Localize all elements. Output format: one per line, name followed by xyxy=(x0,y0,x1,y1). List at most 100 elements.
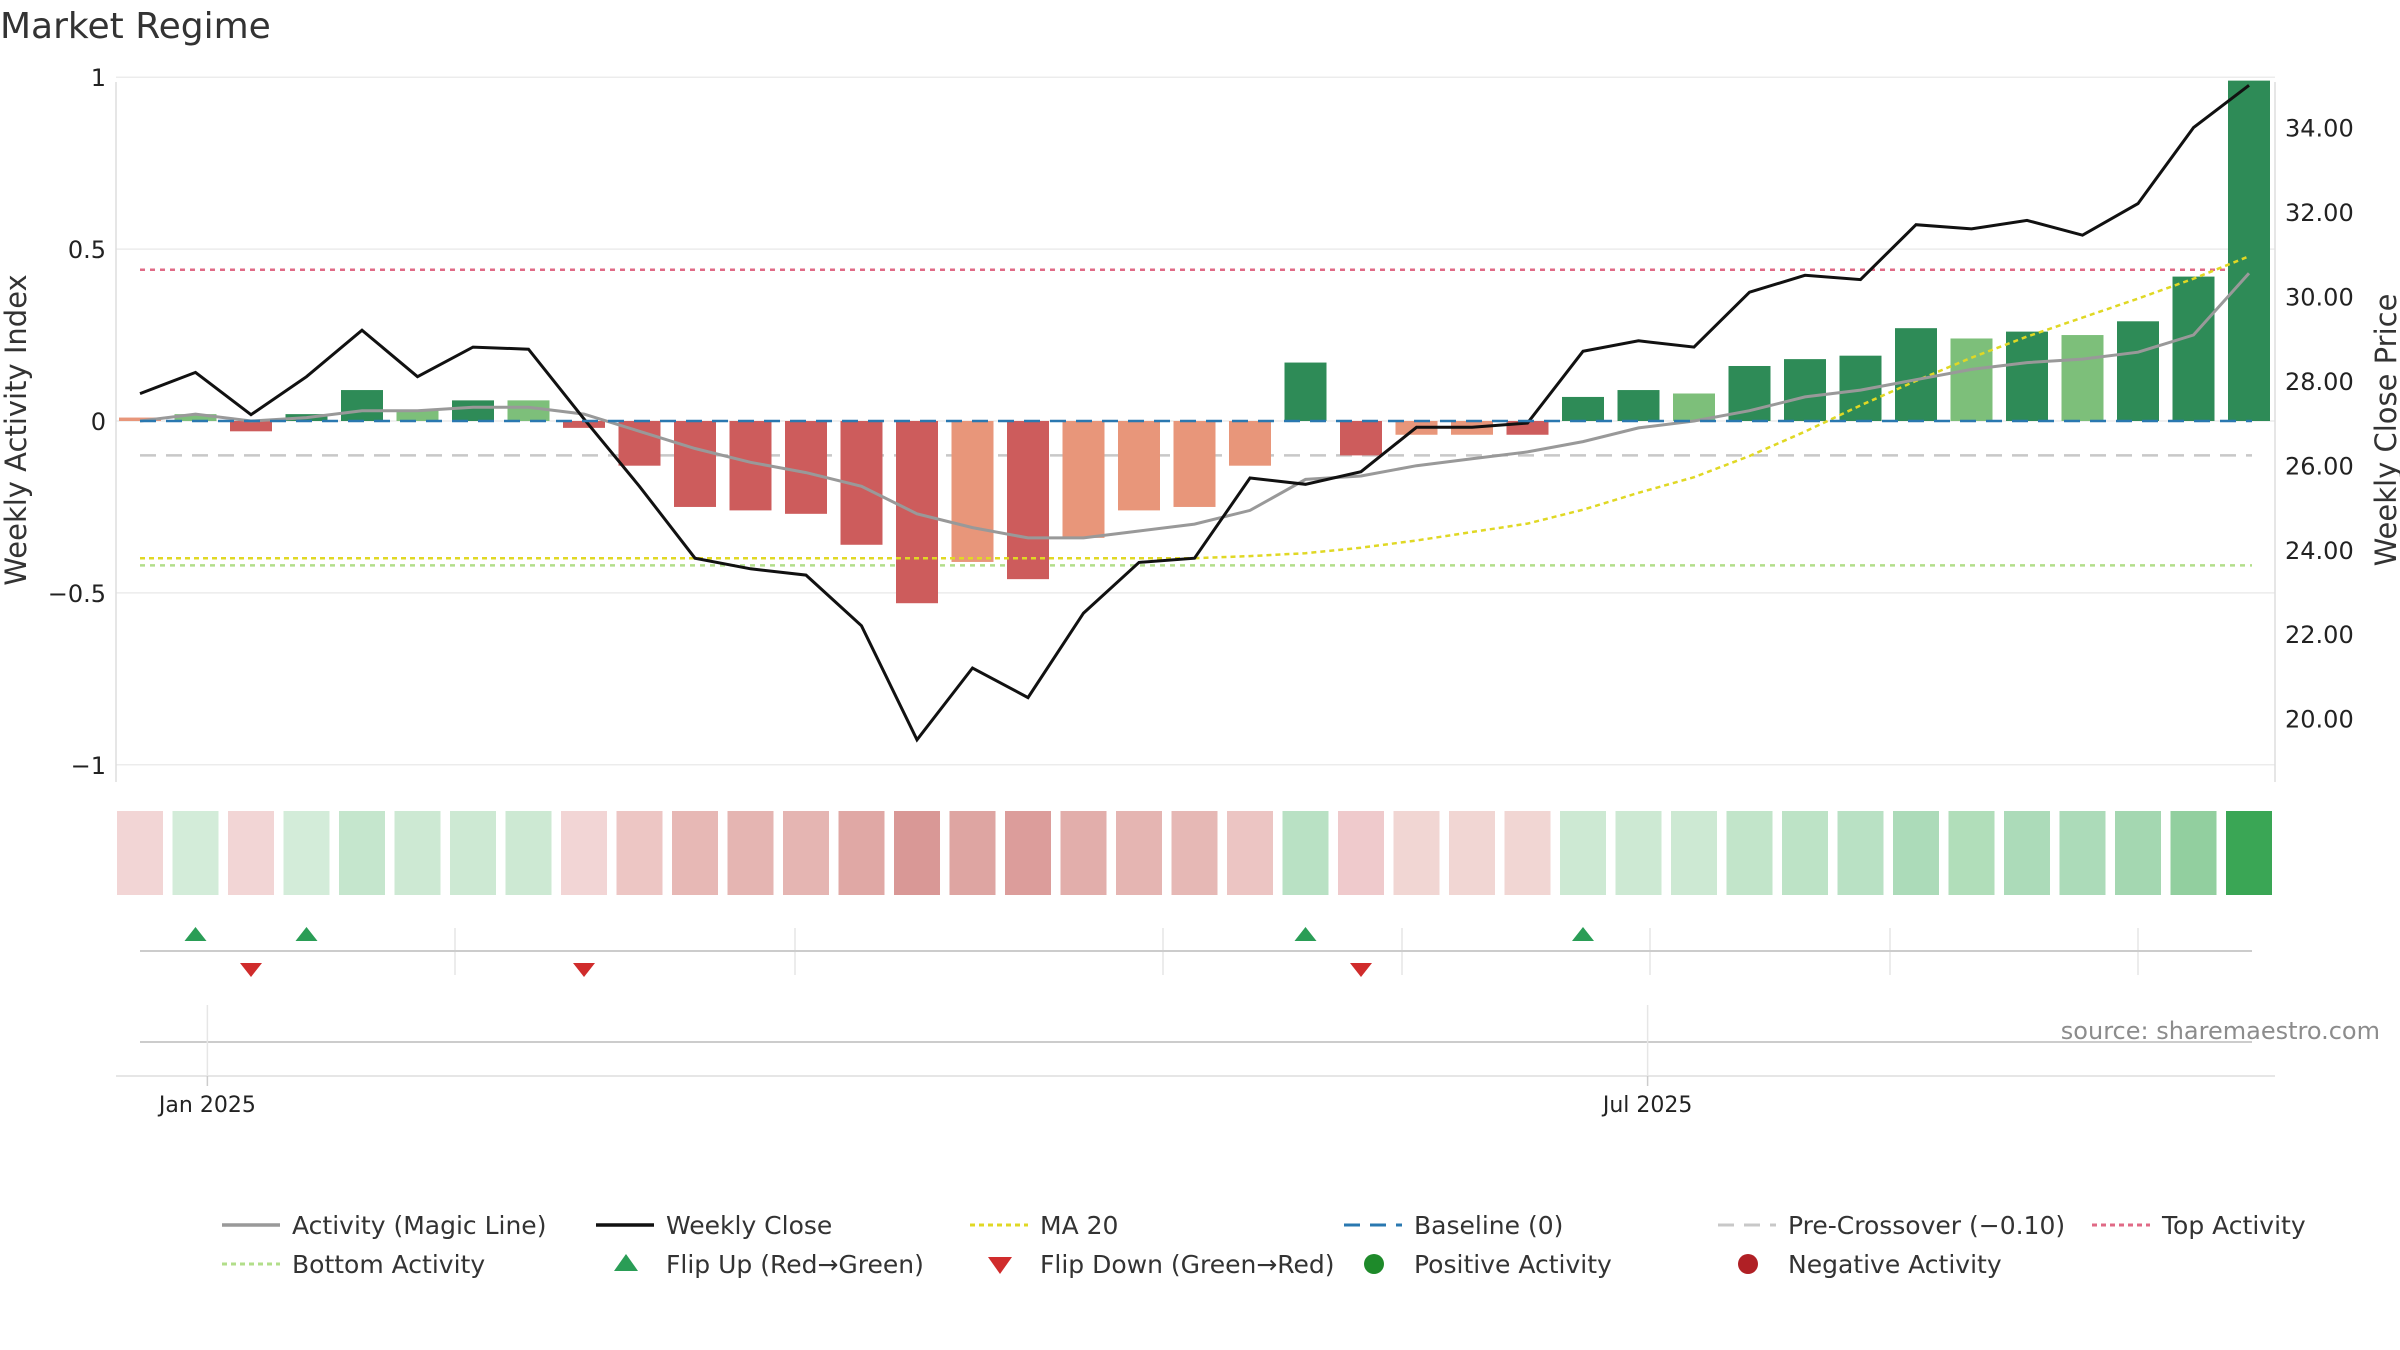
activity-bar xyxy=(1284,362,1327,421)
activity-bar xyxy=(2061,335,2104,421)
flip-down-marker xyxy=(1350,963,1372,977)
legend-label-bottom_activity: Bottom Activity xyxy=(292,1250,485,1279)
heat-cell xyxy=(450,811,496,895)
activity-bars xyxy=(119,80,2270,604)
activity-bar xyxy=(1118,421,1160,511)
right-tick-label: 26.00 xyxy=(2285,452,2354,480)
heat-cell xyxy=(672,811,718,895)
date-axis: Jan 2025 Jul 2025 xyxy=(116,1005,2275,1118)
flip-down-marker xyxy=(573,963,595,977)
legend-label-flip_down: Flip Down (Green→Red) xyxy=(1040,1250,1335,1279)
flip-up-marker xyxy=(1572,927,1594,941)
heat-cell xyxy=(616,811,663,895)
source-note: source: sharemaestro.com xyxy=(2061,1017,2380,1045)
activity-bar xyxy=(2006,331,2048,421)
right-axis-label: Weekly Close Price xyxy=(2369,294,2400,567)
activity-bar xyxy=(1784,359,1826,421)
right-tick-label: 28.00 xyxy=(2285,368,2354,396)
activity-bar xyxy=(1950,338,1993,421)
legend-label-positive: Positive Activity xyxy=(1414,1250,1612,1279)
activity-bar xyxy=(1617,390,1660,421)
date-tick-label: Jan 2025 xyxy=(157,1093,256,1118)
left-tick-label: 0 xyxy=(91,408,106,436)
heat-cell xyxy=(1948,811,1995,895)
right-tick-label: 34.00 xyxy=(2285,115,2354,143)
legend-label-activity: Activity (Magic Line) xyxy=(292,1211,546,1240)
activity-bar xyxy=(230,421,272,432)
right-tick-label: 22.00 xyxy=(2285,621,2354,649)
legend-label-ma20: MA 20 xyxy=(1040,1211,1118,1240)
heat-cell xyxy=(783,811,829,895)
legend-swatch-negative xyxy=(1738,1254,1758,1274)
activity-bar xyxy=(396,410,439,421)
axes: 1 0.5 0 −0.5 −1 34.00 32.00 30.00 28.00 26.00 24.0… xyxy=(48,64,2354,782)
flip-down-marker xyxy=(240,963,262,977)
activity-bar xyxy=(119,417,161,421)
legend-swatch-flip_up xyxy=(614,1254,638,1271)
heat-cell xyxy=(894,811,940,895)
activity-bar xyxy=(785,421,827,514)
heat-cell xyxy=(339,811,385,895)
flip-up-marker xyxy=(1294,927,1317,941)
legend-swatch-flip_down xyxy=(988,1257,1012,1274)
left-axis-label: Weekly Activity Index xyxy=(0,274,33,585)
heat-cell xyxy=(1171,811,1218,895)
flip-up-marker xyxy=(295,927,318,941)
heat-cell xyxy=(1504,811,1551,895)
activity-bar xyxy=(951,421,994,562)
heat-cell xyxy=(727,811,774,895)
activity-bar xyxy=(1340,421,1382,456)
heat-cell xyxy=(283,811,330,895)
activity-bar xyxy=(2228,80,2270,421)
flip-up-marker xyxy=(184,927,207,941)
heat-cell xyxy=(1726,811,1773,895)
left-tick-label: 1 xyxy=(91,64,106,92)
activity-bar xyxy=(1007,421,1049,580)
ma20-line xyxy=(1194,255,2250,560)
legend-label-baseline: Baseline (0) xyxy=(1414,1211,1563,1240)
heat-cell xyxy=(1282,811,1329,895)
legend-label-pre_crossover: Pre-Crossover (−0.10) xyxy=(1788,1211,2065,1240)
heat-cell xyxy=(1227,811,1273,895)
heat-cell xyxy=(949,811,996,895)
left-tick-label: 0.5 xyxy=(68,236,106,264)
activity-magic-line xyxy=(139,272,2251,540)
heat-cell xyxy=(2170,811,2217,895)
heat-cell xyxy=(1671,811,1717,895)
heat-cell xyxy=(1449,811,1495,895)
flip-markers-panel xyxy=(140,927,2252,977)
heat-cell xyxy=(1615,811,1662,895)
heat-cell xyxy=(1116,811,1162,895)
activity-bar xyxy=(896,421,938,604)
left-tick-label: −0.5 xyxy=(48,580,106,608)
legend-label-negative: Negative Activity xyxy=(1788,1250,2002,1279)
activity-bar xyxy=(2117,321,2159,421)
activity-bar xyxy=(174,414,217,421)
heat-cell xyxy=(2059,811,2106,895)
right-tick-label: 20.00 xyxy=(2285,706,2354,734)
heat-cell xyxy=(1393,811,1440,895)
heat-cell xyxy=(1782,811,1828,895)
activity-bar xyxy=(1673,393,1715,421)
activity-heat-strip xyxy=(117,811,2272,895)
activity-bar xyxy=(1562,396,1604,421)
chart-title: Market Regime xyxy=(0,6,271,47)
heat-cell xyxy=(2226,811,2272,895)
heat-cell xyxy=(2115,811,2161,895)
right-tick-label: 30.00 xyxy=(2285,283,2354,311)
legend-label-flip_up: Flip Up (Red→Green) xyxy=(666,1250,924,1279)
date-tick-label: Jul 2025 xyxy=(1601,1093,1693,1118)
heat-cell xyxy=(1837,811,1884,895)
activity-bar xyxy=(507,400,550,421)
heat-cell xyxy=(1005,811,1051,895)
series-lines xyxy=(139,84,2251,743)
heat-cell xyxy=(1893,811,1939,895)
heat-cell xyxy=(1338,811,1384,895)
activity-bar xyxy=(341,390,383,421)
heat-cell xyxy=(1060,811,1107,895)
weekly-close-line xyxy=(139,84,2250,743)
heat-cell xyxy=(2004,811,2050,895)
activity-bar xyxy=(1062,421,1105,538)
activity-bar xyxy=(452,400,494,421)
